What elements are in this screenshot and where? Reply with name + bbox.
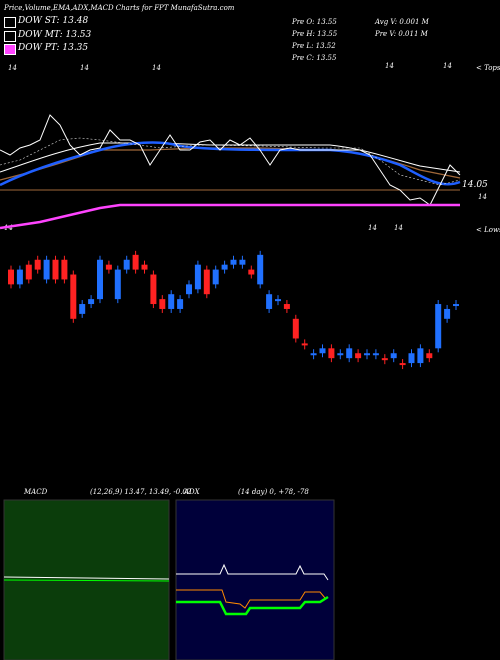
candle-body [417,348,424,364]
candle-body [8,269,14,285]
ema-white-line [0,142,461,173]
candle-body [123,259,130,270]
candle-body [292,318,299,339]
legend-swatch-icon [4,17,16,28]
candle-body [444,308,451,319]
prev-close: Pre C: 13.55 [292,54,337,62]
candlestick-series [8,250,459,370]
prev-low: Pre L: 13.52 [292,42,336,50]
candle-body [275,299,281,302]
candle-body [16,269,23,285]
candle-body [97,259,103,300]
candle-body [239,259,246,265]
candle-body [168,294,175,309]
top-tick: 14 [385,62,394,70]
legend-dow-pt-label: DOW PT: 13.35 [18,43,89,53]
candle-body [43,259,50,280]
prev-high: Pre H: 13.55 [292,30,338,38]
candle-body [248,269,255,275]
candle-body [212,269,219,285]
legend-dow-st-label: DOW ST: 13.48 [18,16,89,26]
candle-body [105,264,112,270]
adx-values: (14 day) 0, +78, -78 [238,488,309,496]
candle-body [159,299,166,309]
macd-values: (12,26,9) 13.47, 13.49, -0.02 [90,488,192,496]
candle-body [141,264,148,270]
legend-swatch-icon [4,44,16,55]
candle-body [435,304,442,349]
top-tick: 14 [80,64,89,72]
chart-title: Price,Volume,EMA,ADX,MACD Charts for FPT… [4,4,235,12]
lows-label: < Lows [476,226,500,234]
legend-dow-mt-label: DOW MT: 13.53 [18,30,92,40]
candle-body [328,348,335,359]
top-tick: 14 [8,64,17,72]
top-tick: 14 [443,62,452,70]
candle-body [221,264,228,270]
macd-label: MACD [24,488,48,496]
adx-label: ADX [184,488,200,496]
candle-body [230,259,237,265]
candle-body [194,264,201,290]
candle-body [453,304,459,307]
prev-open: Pre O: 13.55 [292,18,337,26]
candle-body [372,353,379,356]
avg-volume: Avg V: 0.001 M [375,18,429,26]
candle-body [266,294,273,309]
adx-panel [175,499,335,660]
ema-dotted-line [0,137,461,186]
candle-body [34,259,41,270]
candle-body [399,363,406,366]
candle-body [426,353,433,359]
adx-plus-line [176,595,329,616]
candle-body [310,353,317,356]
candle-body [301,343,308,346]
candle-body [150,274,157,305]
top-tick: 14 [152,64,161,72]
candle-body [79,304,86,314]
prev-volume: Pre V: 0.011 M [375,30,428,38]
adx-line [176,563,329,581]
dow-pt-line [0,203,460,230]
price-label-secondary: 14 [478,193,487,201]
legend-swatch-icon [4,31,16,42]
macd-signal-line [3,579,170,582]
candle-body [61,259,68,280]
candle-body [364,353,370,356]
candle-body [88,299,95,305]
candle-body [381,358,388,361]
mid-tick: 14 [368,224,377,232]
mid-tick: 14 [4,224,13,232]
mid-tick: 14 [394,224,403,232]
candle-body [203,269,210,295]
macd-line [3,576,170,580]
ema-blue-line [0,141,461,187]
price-label: 14.05 [462,180,488,190]
tops-label: < Tops [476,64,500,72]
candle-body [283,304,290,309]
candle-body [177,299,184,309]
adx-minus-line [176,589,326,609]
candle-body [114,269,121,300]
candle-body [52,259,59,280]
ema-brown-line [0,147,461,181]
candle-body [25,264,32,280]
candle-body [346,348,353,359]
candle-body [337,353,344,356]
candle-body [408,353,415,364]
candle-body [70,274,77,319]
candle-body [257,254,264,285]
candle-body [186,284,192,295]
candle-body [355,353,362,359]
candle-body [132,254,139,270]
candle-body [319,348,326,354]
candle-body [390,353,397,359]
